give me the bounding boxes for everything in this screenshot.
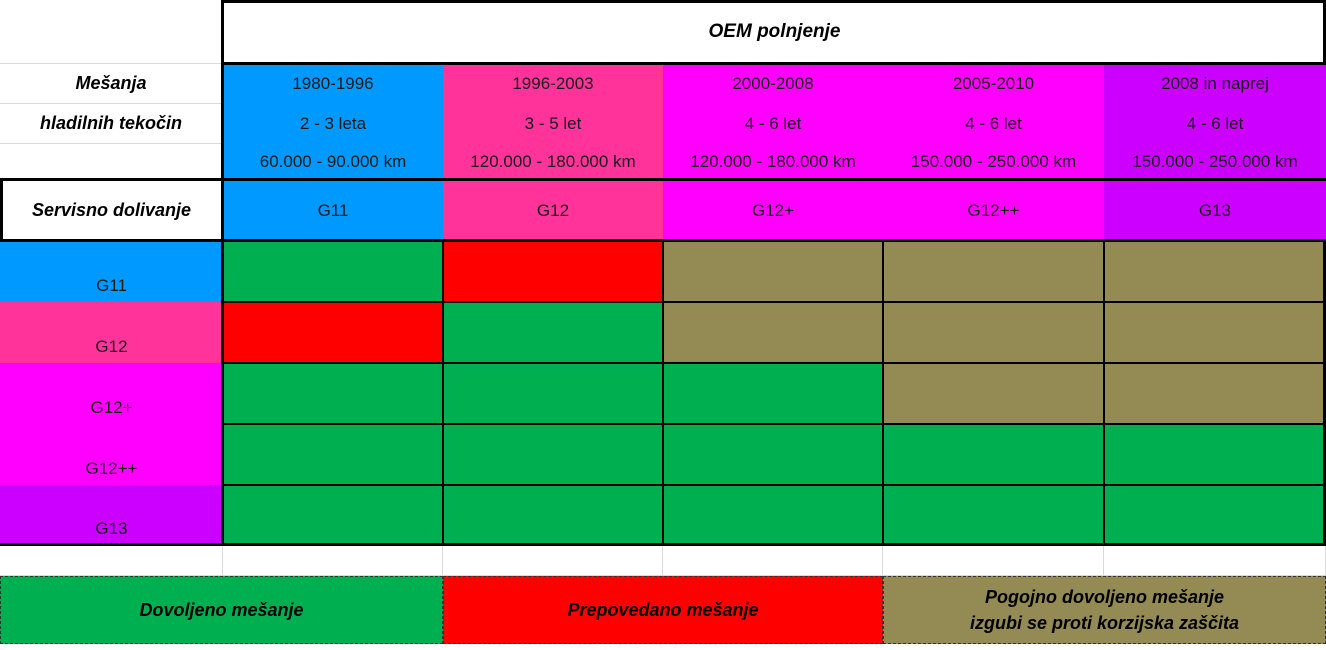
matrix-cell-allowed <box>1104 424 1326 485</box>
legend-conditional-line1: Pogojno dovoljeno mešanje <box>984 587 1225 607</box>
matrix-cell-conditional <box>1104 302 1326 363</box>
matrix-cell-conditional <box>663 302 883 363</box>
oem-title: OEM polnjenje <box>708 20 841 42</box>
col-km: 60.000 - 90.000 km <box>223 144 443 180</box>
border-line <box>223 362 1326 364</box>
matrix-cell-allowed <box>883 424 1104 485</box>
matrix-cell-forbidden <box>443 241 663 302</box>
col-years: 2008 in naprej <box>1104 64 1326 104</box>
spacer-cell <box>223 545 443 576</box>
matrix-cell-allowed <box>443 485 663 545</box>
col-years: 2005-2010 <box>883 64 1104 104</box>
row-label: G12++ <box>0 424 223 485</box>
matrix-cell-conditional <box>883 302 1104 363</box>
legend-forbidden: Prepovedano mešanje <box>443 576 883 644</box>
matrix-cell-allowed <box>223 424 443 485</box>
legend-forbidden-text: Prepovedano mešanje <box>567 600 759 620</box>
matrix-cell-allowed <box>223 241 443 302</box>
matrix-cell-allowed <box>1104 485 1326 545</box>
col-years: 1996-2003 <box>443 64 663 104</box>
border-line <box>223 484 1326 486</box>
legend-conditional: Pogojno dovoljeno mešanje izgubi se prot… <box>883 576 1326 644</box>
matrix-cell-allowed <box>223 363 443 424</box>
row-label: G12+ <box>0 363 223 424</box>
row-label: G13 <box>0 485 223 545</box>
border-line <box>221 0 1326 3</box>
mixing-label-line2: hladilnih tekočin <box>0 104 223 144</box>
matrix-cell-conditional <box>1104 363 1326 424</box>
border-line <box>221 0 224 545</box>
spacer-cell <box>0 545 223 576</box>
border-line <box>882 239 884 545</box>
mixing-label-blank <box>0 144 223 180</box>
spacer-cell <box>883 545 1104 576</box>
col-km: 120.000 - 180.000 km <box>663 144 883 180</box>
col-type: G13 <box>1104 180 1326 241</box>
col-years: 1980-1996 <box>223 64 443 104</box>
col-interval: 3 - 5 let <box>443 104 663 144</box>
matrix-cell-allowed <box>883 485 1104 545</box>
border-line <box>0 178 1326 181</box>
border-line <box>662 239 664 545</box>
matrix-cell-forbidden <box>223 302 443 363</box>
border-line <box>221 62 1326 65</box>
legend-allowed: Dovoljeno mešanje <box>0 576 443 644</box>
border-line <box>1323 239 1326 545</box>
service-label: Servisno dolivanje <box>31 200 192 220</box>
legend-conditional-line2: izgubi se proti korzijska zaščita <box>969 613 1240 633</box>
border-line <box>1103 239 1105 545</box>
matrix-cell-allowed <box>663 485 883 545</box>
spacer-cell <box>1104 545 1326 576</box>
legend-allowed-text: Dovoljeno mešanje <box>139 600 304 620</box>
col-km: 150.000 - 250.000 km <box>883 144 1104 180</box>
col-type: G12++ <box>883 180 1104 241</box>
matrix-cell-allowed <box>443 363 663 424</box>
border-line <box>223 301 1326 303</box>
col-type: G11 <box>223 180 443 241</box>
col-interval: 4 - 6 let <box>663 104 883 144</box>
col-km: 150.000 - 250.000 km <box>1104 144 1326 180</box>
border-line <box>0 178 3 242</box>
matrix-cell-conditional <box>663 241 883 302</box>
col-interval: 4 - 6 let <box>883 104 1104 144</box>
col-type: G12+ <box>663 180 883 241</box>
matrix-cell-conditional <box>1104 241 1326 302</box>
border-line <box>1323 0 1326 64</box>
matrix-cell-allowed <box>443 302 663 363</box>
matrix-cell-conditional <box>883 363 1104 424</box>
col-type: G12 <box>443 180 663 241</box>
matrix-cell-conditional <box>883 241 1104 302</box>
corner-blank <box>0 0 223 64</box>
matrix-cell-allowed <box>223 485 443 545</box>
border-line <box>223 423 1326 425</box>
col-km: 120.000 - 180.000 km <box>443 144 663 180</box>
spacer-cell <box>443 545 663 576</box>
matrix-cell-allowed <box>663 363 883 424</box>
col-years: 2000-2008 <box>663 64 883 104</box>
matrix-cell-allowed <box>663 424 883 485</box>
spacer-cell <box>663 545 883 576</box>
border-line <box>442 239 444 545</box>
col-interval: 2 - 3 leta <box>223 104 443 144</box>
row-label: G11 <box>0 241 223 302</box>
col-interval: 4 - 6 let <box>1104 104 1326 144</box>
matrix-cell-allowed <box>443 424 663 485</box>
row-label: G12 <box>0 302 223 363</box>
mixing-label-line1: Mešanja <box>0 64 223 104</box>
